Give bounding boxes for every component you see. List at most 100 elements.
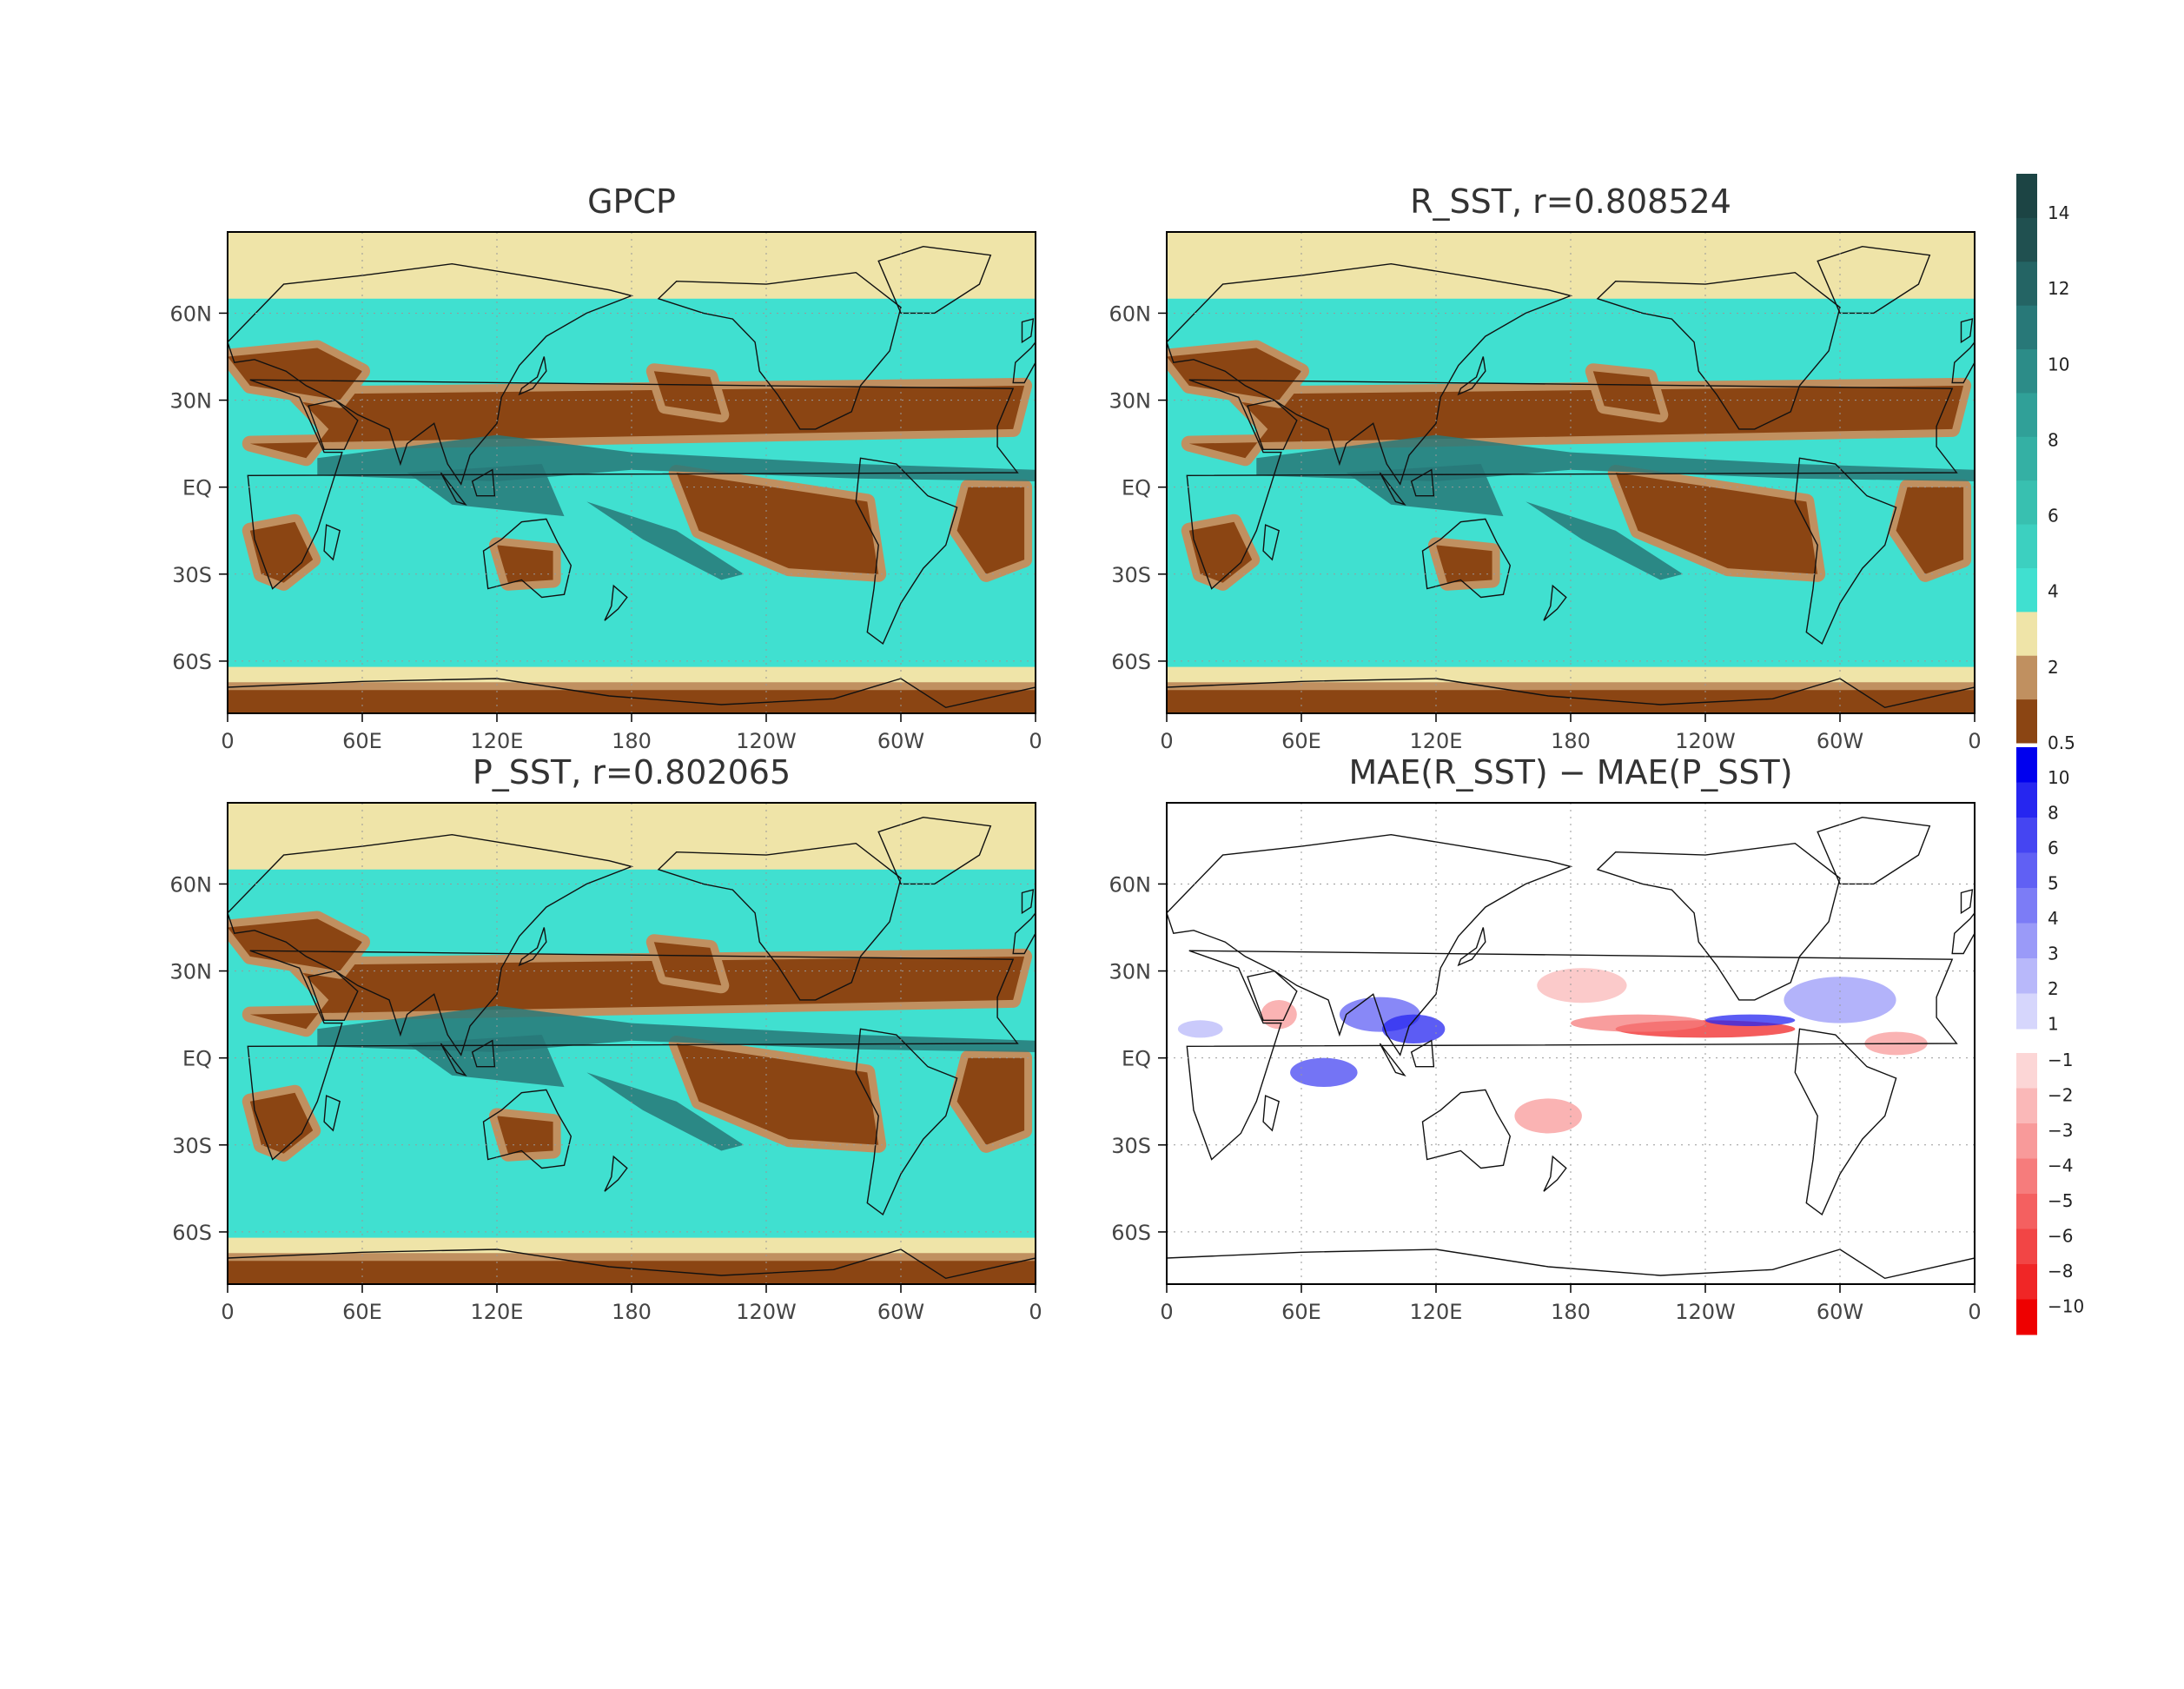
lat-tick-label: EQ (1122, 1047, 1151, 1071)
colorbar-swatch (2016, 524, 2037, 568)
lon-tick-label: 0 (1160, 1300, 1173, 1324)
dry-region (228, 348, 362, 401)
panel-title: R_SST, r=0.808524 (1410, 182, 1731, 221)
coastline (323, 1095, 341, 1132)
lat-tick-label: 30N (170, 960, 213, 984)
colorbar-swatch (2016, 305, 2037, 350)
lon-tick-label: 60W (877, 729, 924, 753)
coastline (1543, 1155, 1567, 1192)
coastline (518, 927, 547, 967)
colorbar-tick-label: 8 (2048, 803, 2059, 824)
coastline (1167, 1249, 1975, 1284)
lat-tick-label: 60S (1111, 650, 1151, 674)
coastline (1421, 518, 1512, 599)
coastline (228, 1249, 1036, 1284)
map-field (1167, 232, 1975, 713)
coastline (440, 1043, 467, 1077)
lon-tick-label: 60E (1281, 1300, 1321, 1324)
lon-tick-label: 0 (1968, 729, 1981, 753)
colorbar-swatch-positive (2016, 818, 2037, 853)
colorbar-tick-label: 5 (2048, 873, 2059, 894)
colorbar-swatch (2016, 655, 2037, 700)
coastline (657, 842, 902, 1001)
coastline (471, 1039, 496, 1068)
coastline (1186, 950, 1958, 1161)
coastline (1410, 468, 1435, 497)
difference-anomaly (1514, 1098, 1582, 1134)
map-panel-gpcp: 0 60E 120E 180 120W 60W 0 60N 30N EQ 30S 60S GPCP (170, 182, 1042, 753)
lat-tick-label: EQ (182, 476, 212, 500)
coastline (1379, 1043, 1406, 1077)
lat-tick-label: 30N (1109, 960, 1152, 984)
wet-band (586, 1072, 745, 1151)
lon-tick-label: 120W (736, 1300, 797, 1324)
coastline (1262, 1095, 1281, 1132)
colorbar-tick-label: −6 (2048, 1226, 2073, 1247)
colorbar-tick-label: 2 (2048, 657, 2059, 678)
difference-anomaly (1382, 1014, 1446, 1043)
coastline (1817, 245, 1931, 315)
dry-region (249, 521, 314, 583)
dry-region (228, 918, 362, 971)
dry-region (249, 385, 1025, 459)
colorbar-tick-label: 8 (2048, 429, 2059, 450)
wet-band (1346, 464, 1504, 517)
lon-tick-label: 120E (1410, 1300, 1463, 1324)
coastline (1951, 911, 1975, 955)
lon-tick-label: 0 (1029, 729, 1042, 753)
colorbar-tick-label: −4 (2048, 1156, 2073, 1176)
lon-tick-label: 0 (1968, 1300, 1981, 1324)
colorbar-tick-label: −3 (2048, 1120, 2073, 1141)
coastline (440, 472, 467, 507)
lat-tick-label: 30S (172, 1134, 212, 1158)
coastline (877, 245, 992, 315)
lat-tick-label: 60N (1109, 872, 1152, 897)
lon-tick-label: 60E (342, 729, 382, 753)
coastline (1421, 1089, 1512, 1169)
lon-tick-label: 0 (1029, 1300, 1042, 1324)
difference-anomaly (1537, 968, 1627, 1003)
colorbar-swatch (2016, 480, 2037, 525)
coastline (1596, 842, 1841, 1001)
colorbar-swatch-negative (2016, 1229, 2037, 1265)
dry-region (1188, 521, 1253, 583)
colorbar-precip: 14 12 10 8 6 4 2 0.5 (2016, 174, 2075, 753)
panels: 0 60E 120E 180 120W 60W 0 60N 30N EQ 30S 60S GPCP 0 60… (170, 182, 1982, 1324)
coastline (604, 584, 628, 621)
map-field (1167, 803, 1975, 1284)
colorbar-tick-label: 6 (2048, 838, 2059, 858)
dry-region (1615, 473, 1818, 574)
coastline (657, 271, 902, 430)
dry-region (1167, 690, 1975, 713)
colorbar-swatch-positive (2016, 852, 2037, 889)
difference-anomaly (1290, 1057, 1358, 1088)
lat-tick-label: 30S (172, 563, 212, 587)
map-panel-rsst: 0 60E 120E 180 120W 60W 0 60N 30N EQ 30S 60S R_SST, … (1109, 182, 1982, 753)
colorbar-tick-label: 12 (2048, 278, 2069, 299)
difference-anomaly (1177, 1020, 1223, 1038)
colorbar-swatch (2016, 217, 2037, 262)
coastline (604, 1155, 628, 1192)
difference-anomaly (1571, 1014, 1705, 1032)
lon-tick-label: 0 (221, 729, 234, 753)
coastline (1167, 833, 1573, 1056)
difference-anomaly (1261, 999, 1297, 1030)
coastline (471, 468, 496, 497)
dry-region (956, 1057, 1025, 1145)
lat-tick-label: 60S (172, 1221, 212, 1245)
colorbar-swatch (2016, 436, 2037, 481)
coastline (1167, 262, 1573, 486)
colorbar-swatch (2016, 174, 2037, 218)
coastline (1794, 457, 1897, 645)
coastline (855, 1028, 958, 1215)
dry-region (676, 1043, 879, 1145)
colorbar-swatch-negative (2016, 1194, 2037, 1229)
colorbar-swatch-negative (2016, 1088, 2037, 1124)
dry-region (497, 545, 553, 583)
dry-region (1592, 371, 1661, 415)
lat-tick-label: 30S (1111, 1134, 1151, 1158)
coastline (228, 262, 634, 486)
colorbar-swatch-negative (2016, 1123, 2037, 1159)
dry-region (653, 371, 722, 415)
